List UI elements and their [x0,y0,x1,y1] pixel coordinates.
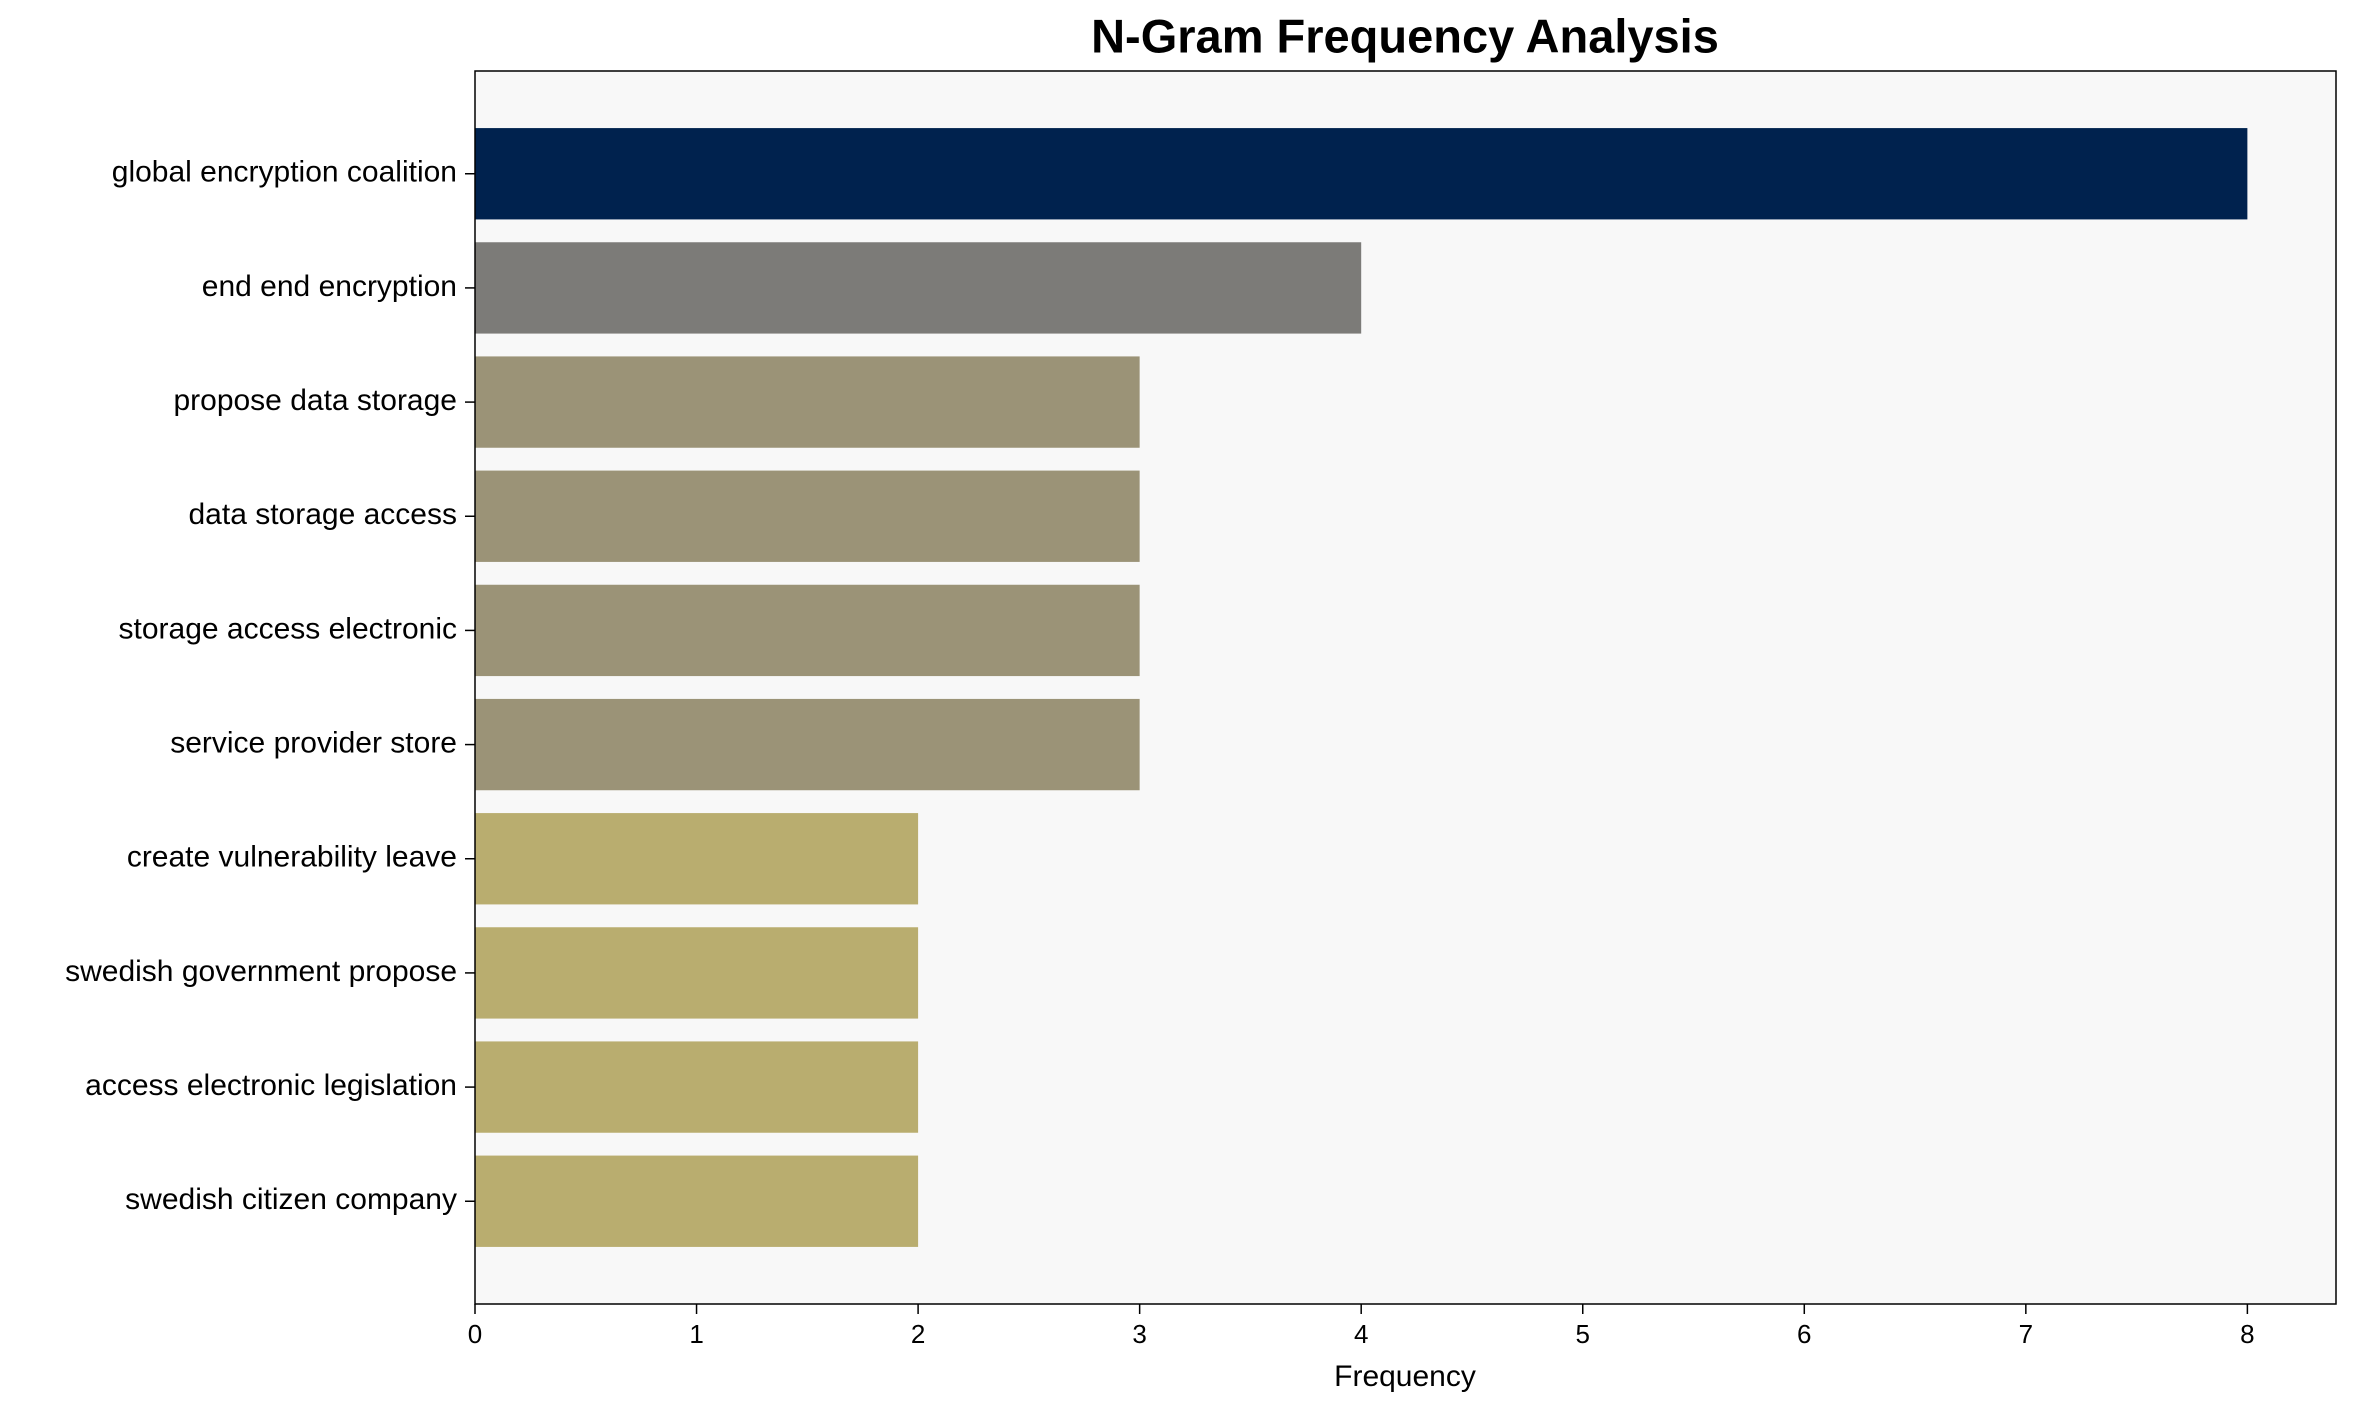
bar [475,1041,919,1133]
chart-title: N-Gram Frequency Analysis [1091,9,1719,62]
y-tick-label: global encryption coalition [112,156,457,189]
x-tick-label: 5 [1576,1319,1590,1349]
y-tick-label: swedish citizen company [125,1183,457,1216]
bar [475,698,1140,791]
bar [475,584,1140,677]
bar [475,356,1140,448]
bar [475,128,2248,220]
y-tick-label: end end encryption [202,270,457,303]
x-tick-label: 3 [1132,1319,1146,1349]
y-tick-label: access electronic legislation [85,1069,457,1102]
x-tick-label: 8 [2240,1319,2254,1349]
bar [475,470,1140,562]
x-tick-label: 1 [689,1319,703,1349]
bar [475,242,1362,334]
y-tick-label: create vulnerability leave [127,841,457,874]
x-tick-label: 7 [2019,1319,2033,1349]
x-tick-label: 2 [911,1319,925,1349]
y-tick-label: swedish government propose [65,955,457,988]
y-tick-label: storage access electronic [119,612,458,645]
x-tick-label: 0 [468,1319,482,1349]
bar [475,1155,919,1247]
y-tick-label: propose data storage [173,384,457,417]
y-tick-label: service provider store [170,727,457,760]
y-tick-label: data storage access [189,498,458,531]
bar [475,813,919,905]
plot-frame [474,70,2337,1305]
x-axis-label: Frequency [1334,1360,1476,1393]
x-tick-label: 6 [1797,1319,1811,1349]
bar [475,927,919,1019]
x-tick-label: 4 [1354,1319,1368,1349]
